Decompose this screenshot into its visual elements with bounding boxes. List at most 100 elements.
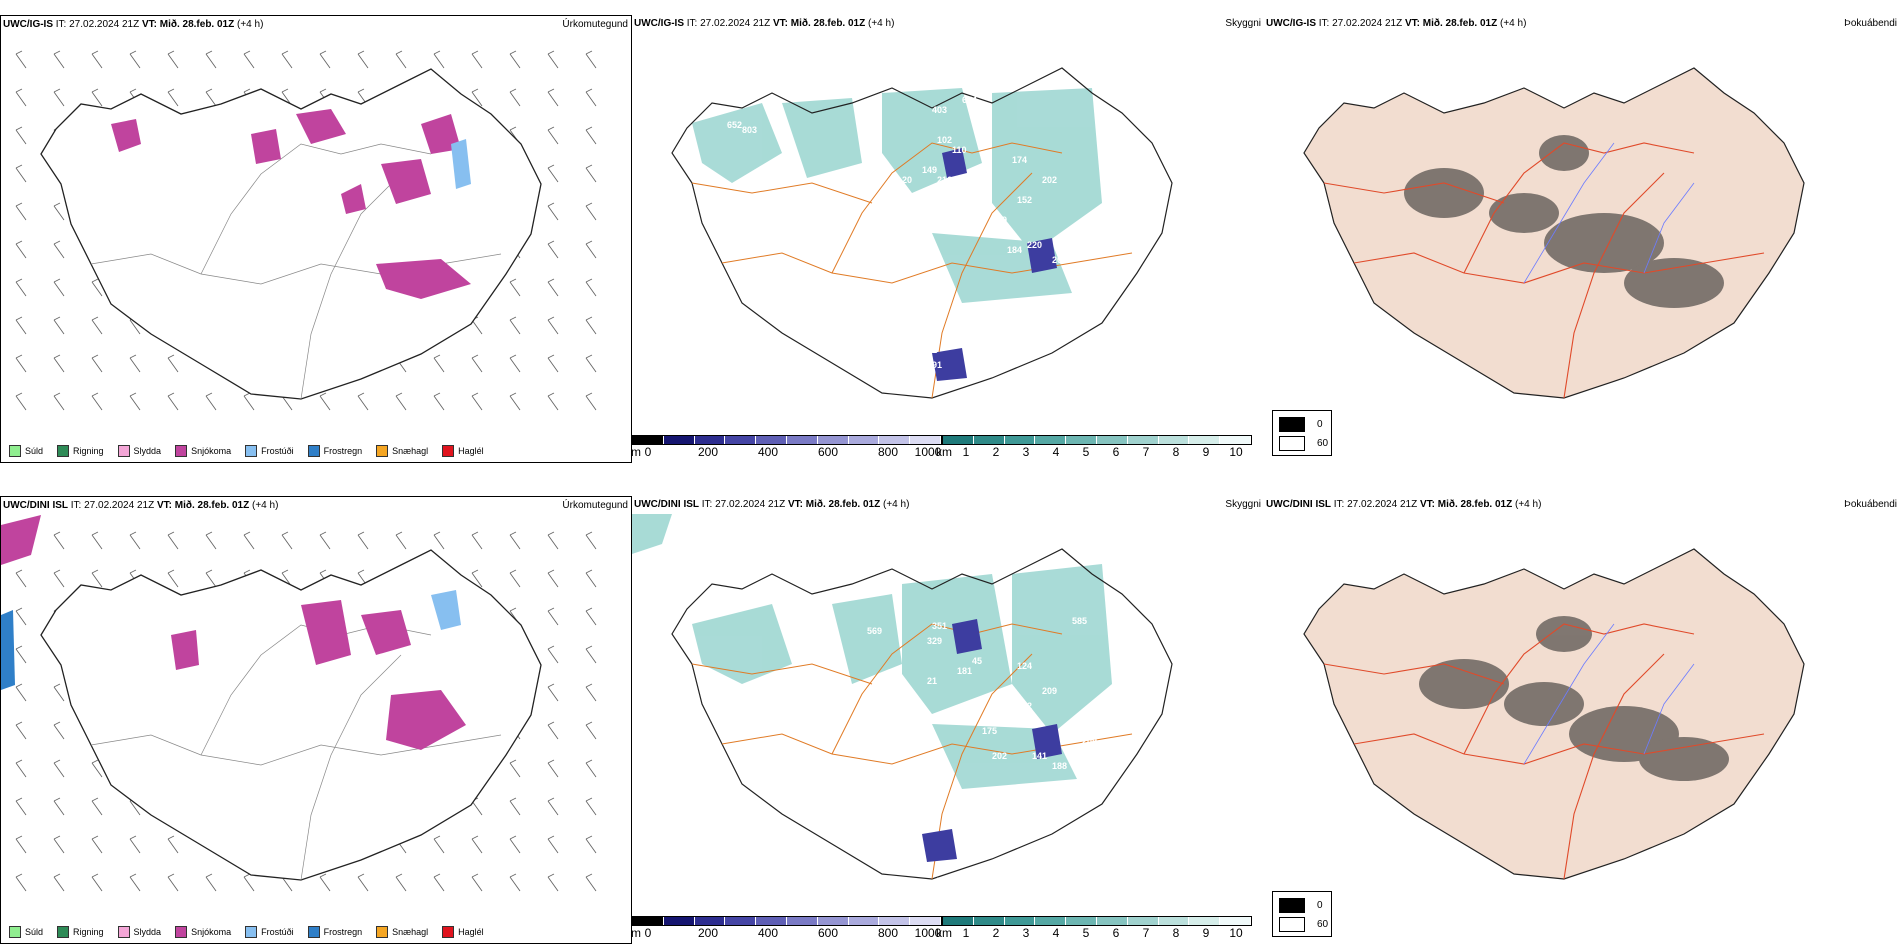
wind-barb bbox=[509, 278, 521, 297]
fog-shading bbox=[1404, 135, 1724, 308]
wind-barb bbox=[281, 531, 293, 550]
wind-barb bbox=[509, 569, 521, 588]
ceiling-value-label: 174 bbox=[1012, 155, 1027, 165]
wind-barb bbox=[547, 202, 559, 221]
frost-drizzle-areas bbox=[451, 139, 471, 189]
ceiling-value-label: 202 bbox=[992, 751, 1007, 761]
wind-barb bbox=[509, 316, 521, 335]
wind-barb bbox=[395, 392, 407, 411]
colorbar-tick: 600 bbox=[817, 926, 839, 940]
ceiling-value-label: 20 bbox=[902, 175, 912, 185]
wind-barb bbox=[129, 531, 141, 550]
wind-barb bbox=[15, 164, 27, 183]
wind-barb bbox=[91, 873, 103, 892]
iceland-coastline bbox=[40, 549, 542, 881]
wind-barb bbox=[433, 873, 445, 892]
ceiling-value-label: 209 bbox=[1082, 736, 1097, 746]
wind-barb bbox=[471, 835, 483, 854]
ceiling-value-label: 142 bbox=[1087, 240, 1102, 250]
visibility-fields bbox=[692, 88, 1102, 303]
wind-barb bbox=[53, 835, 65, 854]
wind-barb bbox=[53, 759, 65, 778]
wind-barb bbox=[129, 873, 141, 892]
wind-barb bbox=[585, 797, 597, 816]
wind-barb bbox=[509, 392, 521, 411]
legend-item: Haglél bbox=[442, 445, 484, 457]
wind-barb bbox=[15, 683, 27, 702]
wind-barb bbox=[585, 759, 597, 778]
wind-barb bbox=[509, 88, 521, 107]
legend-item: Frostúði bbox=[245, 926, 294, 938]
wind-barb bbox=[15, 797, 27, 816]
wind-barb bbox=[15, 645, 27, 664]
wind-barb bbox=[205, 531, 217, 550]
wind-barb bbox=[53, 569, 65, 588]
wind-barb bbox=[53, 873, 65, 892]
wind-barb bbox=[205, 50, 217, 69]
wind-barb bbox=[433, 392, 445, 411]
legend-swatch bbox=[245, 926, 258, 938]
fog-legend-label: 0 bbox=[1317, 900, 1323, 911]
fog-shading bbox=[1419, 616, 1729, 781]
fog-legend-label: 60 bbox=[1317, 438, 1329, 449]
fog-legend: 0 60 bbox=[1272, 891, 1332, 937]
ceiling-value-label: 45 bbox=[972, 656, 982, 666]
panel-label: Þokuábendi bbox=[1844, 18, 1897, 29]
wind-barb bbox=[471, 569, 483, 588]
ceiling-value-label: 200 bbox=[1052, 255, 1067, 265]
wind-barb bbox=[471, 50, 483, 69]
fog-legend-label: 60 bbox=[1317, 919, 1329, 930]
colorbar-tick: 400 bbox=[757, 445, 779, 459]
wind-barb bbox=[433, 50, 445, 69]
wind-barb bbox=[15, 202, 27, 221]
wind-barb bbox=[167, 354, 179, 373]
wind-barb bbox=[433, 835, 445, 854]
wind-barb bbox=[15, 392, 27, 411]
colorbar-tick: 1000 bbox=[914, 445, 942, 459]
ceiling-value-label: 152 bbox=[1017, 195, 1032, 205]
ceiling-colorbar-ramp bbox=[632, 435, 942, 445]
wind-barb bbox=[53, 50, 65, 69]
wind-barb bbox=[357, 531, 369, 550]
legend-swatch bbox=[117, 926, 130, 938]
snow-areas bbox=[111, 109, 471, 299]
precip-legend: Súld Rigning Slydda Snjókoma Frostúði Fr… bbox=[3, 442, 629, 460]
colorbar-tick: 4 bbox=[1052, 445, 1060, 459]
wind-barb bbox=[319, 531, 331, 550]
wind-barb bbox=[509, 50, 521, 69]
ceiling-value-label: 162 bbox=[1017, 701, 1032, 711]
wind-barb bbox=[471, 873, 483, 892]
colorbar-tick: 0 bbox=[644, 926, 652, 940]
colorbar-tick: 400 bbox=[757, 926, 779, 940]
visibility-fields bbox=[632, 514, 1112, 789]
ceiling-value-label: 585 bbox=[1072, 616, 1087, 626]
panel-label: Úrkomutegund bbox=[562, 19, 628, 30]
wind-barb bbox=[53, 683, 65, 702]
ceiling-value-label: 108 bbox=[912, 365, 927, 375]
precip-panel-bottom: UWC/DINI ISL IT: 27.02.2024 21Z VT: Mið.… bbox=[0, 496, 632, 944]
ceiling-value-label: 181 bbox=[957, 666, 972, 676]
ceiling-value-label: 130 bbox=[897, 786, 912, 796]
wind-barb bbox=[205, 873, 217, 892]
ceiling-value-label: 149 bbox=[922, 165, 937, 175]
wind-barb bbox=[91, 88, 103, 107]
frost-rain-areas bbox=[1, 610, 15, 690]
wind-barb bbox=[91, 797, 103, 816]
panel-label: Skyggni bbox=[1225, 499, 1261, 510]
roads bbox=[1323, 142, 1765, 399]
rivers bbox=[1523, 623, 1695, 765]
wind-barb bbox=[547, 240, 559, 259]
wind-barb bbox=[53, 721, 65, 740]
colorbar-tick: 800 bbox=[877, 926, 899, 940]
legend-swatch bbox=[9, 445, 21, 457]
wind-barb bbox=[167, 50, 179, 69]
wind-barb bbox=[395, 531, 407, 550]
wind-barb bbox=[357, 50, 369, 69]
legend-item: Slydda bbox=[117, 926, 161, 938]
wind-barb bbox=[509, 354, 521, 373]
wind-barb bbox=[243, 50, 255, 69]
wind-barb bbox=[547, 569, 559, 588]
legend-item: Haglél bbox=[442, 926, 484, 938]
wind-barb bbox=[15, 88, 27, 107]
